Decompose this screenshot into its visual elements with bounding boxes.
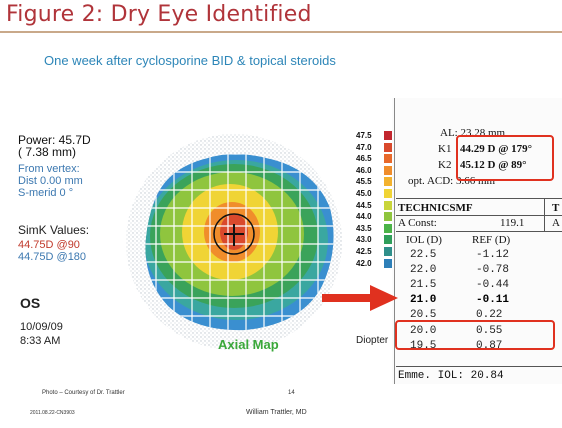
- lens-model-2: T: [552, 202, 560, 214]
- scale-row: 43.5: [350, 223, 404, 235]
- scale-row: 42.0: [350, 258, 404, 270]
- simk-value-2: 44.75D @180: [18, 251, 87, 263]
- scale-row: 43.0: [350, 234, 404, 246]
- table-rule-top: [396, 198, 562, 199]
- refraction-cell: -1.12: [476, 249, 510, 261]
- refraction-cell: -0.78: [476, 264, 510, 276]
- scale-row: 46.5: [350, 153, 404, 165]
- scale-swatch: [384, 142, 393, 152]
- refraction-cell: 0.22: [476, 309, 503, 321]
- scale-value: 46.0: [356, 165, 372, 175]
- scale-swatch: [384, 154, 393, 164]
- vertex-distance: Dist 0.00 mm: [18, 175, 83, 187]
- axial-length: AL: 23.28 mm: [440, 127, 506, 139]
- power-mm-reading: ( 7.38 mm): [18, 145, 77, 159]
- photo-credit: Photo – Courtesy of Dr. Trattler: [42, 390, 125, 396]
- a-constant-value: 119.1: [500, 217, 525, 229]
- scale-row: 44.0: [350, 211, 404, 223]
- author-name: William Trattler, MD: [246, 409, 307, 416]
- power-reading: Power: 45.7D: [18, 133, 91, 147]
- scale-swatch: [384, 131, 393, 140]
- k2-value: 45.12 D @ 89°: [460, 159, 527, 171]
- iol-column-header: IOL (D): [406, 234, 442, 246]
- scale-row: 45.0: [350, 188, 404, 200]
- scale-swatch: [384, 200, 393, 210]
- k1-label: K1: [438, 143, 452, 155]
- scale-value: 45.0: [356, 188, 372, 198]
- refraction-cell: -0.11: [476, 294, 510, 306]
- corneal-topography-panel: Power: 45.7D ( 7.38 mm) From vertex: Dis…: [8, 128, 400, 376]
- simk-label: SimK Values:: [18, 223, 90, 237]
- document-code: 2011.08.22-CN3903: [30, 410, 75, 416]
- title-divider: [0, 31, 562, 33]
- emmetropic-iol: Emme. IOL: 20.84: [398, 370, 504, 382]
- exam-time: 8:33 AM: [20, 335, 61, 347]
- ref-column-header: REF (D): [472, 234, 511, 246]
- scale-swatch: [384, 258, 393, 268]
- iol-power-cell: 21.0: [410, 294, 437, 306]
- vertex-label: From vertex:: [18, 163, 80, 175]
- printout-edge: [394, 98, 395, 384]
- keratometry-highlight-box: [456, 135, 554, 181]
- red-arrow: [322, 285, 398, 311]
- k2-label: K2: [438, 159, 452, 171]
- scale-value: 44.5: [356, 200, 372, 210]
- anterior-chamber-depth: opt. ACD: 3.66 mm: [408, 175, 496, 187]
- diopter-color-scale: 47.5 47.0 46.5 46.0 45.5 45.0 44.5 44.0 43.5 43.0…: [350, 130, 404, 269]
- s-meridian: S-merid 0 °: [18, 187, 74, 199]
- eye-label: OS: [20, 295, 41, 311]
- a-constant-label-2: A: [552, 217, 560, 229]
- lens-model: TECHNICSMF: [398, 202, 473, 214]
- scale-swatch: [384, 235, 393, 245]
- a-constant-label: A Const:: [398, 217, 437, 229]
- slide-title: Figure 2: Dry Eye Identified: [6, 2, 312, 27]
- exam-date: 10/09/09: [20, 321, 63, 333]
- scale-swatch: [384, 177, 393, 187]
- pupil-ring: [213, 213, 255, 255]
- table-rule-bottom: [396, 366, 562, 367]
- scale-value: 47.5: [356, 131, 372, 140]
- scale-value: 42.0: [356, 258, 372, 268]
- scale-row: 47.0: [350, 142, 404, 154]
- table-rule-header: [396, 231, 562, 232]
- scale-swatch: [384, 188, 393, 198]
- map-type-label: Axial Map: [218, 337, 279, 352]
- scale-row: 44.5: [350, 200, 404, 212]
- scale-value: 45.5: [356, 177, 372, 187]
- scale-value: 42.5: [356, 246, 372, 256]
- iol-power-cell: 22.0: [410, 264, 437, 276]
- scale-value: 43.0: [356, 235, 372, 245]
- simk-value-1: 44.75D @90: [18, 239, 80, 251]
- scale-row: 47.5: [350, 130, 404, 142]
- iol-power-cell: 21.5: [410, 279, 437, 291]
- scale-unit-label: Diopter: [356, 335, 389, 346]
- iol-power-cell: 20.0: [410, 325, 437, 337]
- scale-value: 47.0: [356, 142, 372, 152]
- scale-swatch: [384, 246, 393, 256]
- scale-value: 46.5: [356, 154, 372, 164]
- scale-row: 42.5: [350, 246, 404, 258]
- k1-value: 44.29 D @ 179°: [460, 143, 533, 155]
- refraction-cell: 0.87: [476, 340, 503, 352]
- page-number: 14: [288, 390, 295, 396]
- axial-topography-map: [126, 134, 342, 350]
- iol-power-cell: 22.5: [410, 249, 437, 261]
- refraction-cell: 0.55: [476, 325, 503, 337]
- iol-power-cell: 19.5: [410, 340, 437, 352]
- slide-subtitle: One week after cyclosporine BID & topica…: [44, 53, 336, 68]
- scale-swatch: [384, 223, 393, 233]
- scale-swatch: [384, 212, 393, 222]
- iol-power-cell: 20.5: [410, 309, 437, 321]
- table-rule-mid: [396, 215, 562, 216]
- scale-value: 44.0: [356, 212, 372, 222]
- selected-iol-highlight-box: [395, 320, 555, 350]
- scale-value: 43.5: [356, 223, 372, 233]
- scale-swatch: [384, 165, 393, 175]
- iol-calculation-printout: AL: 23.28 mm K1 44.29 D @ 179° K2 45.12 …: [392, 98, 562, 384]
- scale-row: 46.0: [350, 165, 404, 177]
- refraction-cell: -0.44: [476, 279, 510, 291]
- scale-row: 45.5: [350, 176, 404, 188]
